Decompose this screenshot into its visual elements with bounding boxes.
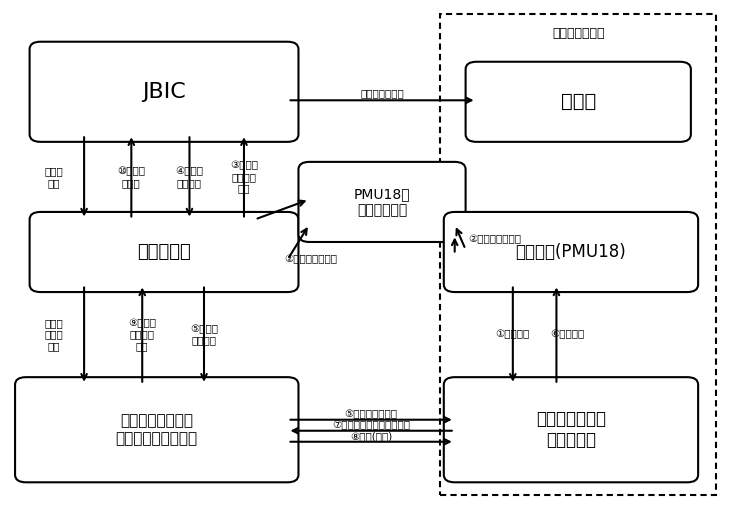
Text: コンサルタント
・契約業者: コンサルタント ・契約業者 bbox=[536, 410, 606, 449]
Text: 本邦の銀行: 本邦の銀行 bbox=[137, 243, 191, 261]
Text: ①契約締結: ①契約締結 bbox=[495, 330, 530, 340]
Text: PMU18が
指定した銀行: PMU18が 指定した銀行 bbox=[354, 187, 410, 217]
Text: ⑩貸付実
行請求: ⑩貸付実 行請求 bbox=[118, 166, 146, 188]
Text: 財政省: 財政省 bbox=[561, 92, 596, 111]
FancyBboxPatch shape bbox=[15, 377, 298, 483]
FancyBboxPatch shape bbox=[29, 212, 298, 292]
Text: ⑪貸付
実行: ⑪貸付 実行 bbox=[44, 166, 63, 188]
Text: ⑫買取
金額補
てん: ⑫買取 金額補 てん bbox=[44, 318, 63, 351]
Text: ⑥契約履行: ⑥契約履行 bbox=[551, 330, 584, 340]
Text: ③支払引
受書発行
依頼: ③支払引 受書発行 依頼 bbox=[230, 160, 258, 193]
Text: 実施機関(PMU18): 実施機関(PMU18) bbox=[515, 243, 626, 261]
FancyBboxPatch shape bbox=[29, 42, 298, 142]
Text: ⑬貸付実行通知: ⑬貸付実行通知 bbox=[360, 88, 404, 98]
Text: ⑤信用状
発行通知: ⑤信用状 発行通知 bbox=[190, 324, 218, 346]
Text: JBIC: JBIC bbox=[142, 82, 186, 102]
FancyBboxPatch shape bbox=[444, 212, 698, 292]
Text: ⑤信用状発行通知: ⑤信用状発行通知 bbox=[345, 409, 398, 419]
Text: ⑨買取金
額補てん
請求: ⑨買取金 額補てん 請求 bbox=[128, 318, 157, 351]
Text: ベトナム国政府: ベトナム国政府 bbox=[552, 26, 604, 40]
Text: ②信用状発行依頼: ②信用状発行依頼 bbox=[467, 235, 521, 244]
Text: ⑧買取(支払): ⑧買取(支払) bbox=[350, 431, 392, 441]
Text: ②信用状発行依頼: ②信用状発行依頼 bbox=[284, 254, 337, 265]
FancyBboxPatch shape bbox=[298, 162, 465, 242]
Text: ⑦信用状に基づく買取依頼: ⑦信用状に基づく買取依頼 bbox=[332, 420, 410, 430]
FancyBboxPatch shape bbox=[465, 62, 691, 142]
FancyBboxPatch shape bbox=[440, 14, 717, 495]
Text: ④支払引
受書発行: ④支払引 受書発行 bbox=[176, 166, 204, 188]
Text: コンサルタント・
契約業者の取引銀行: コンサルタント・ 契約業者の取引銀行 bbox=[115, 413, 198, 446]
FancyBboxPatch shape bbox=[444, 377, 698, 483]
